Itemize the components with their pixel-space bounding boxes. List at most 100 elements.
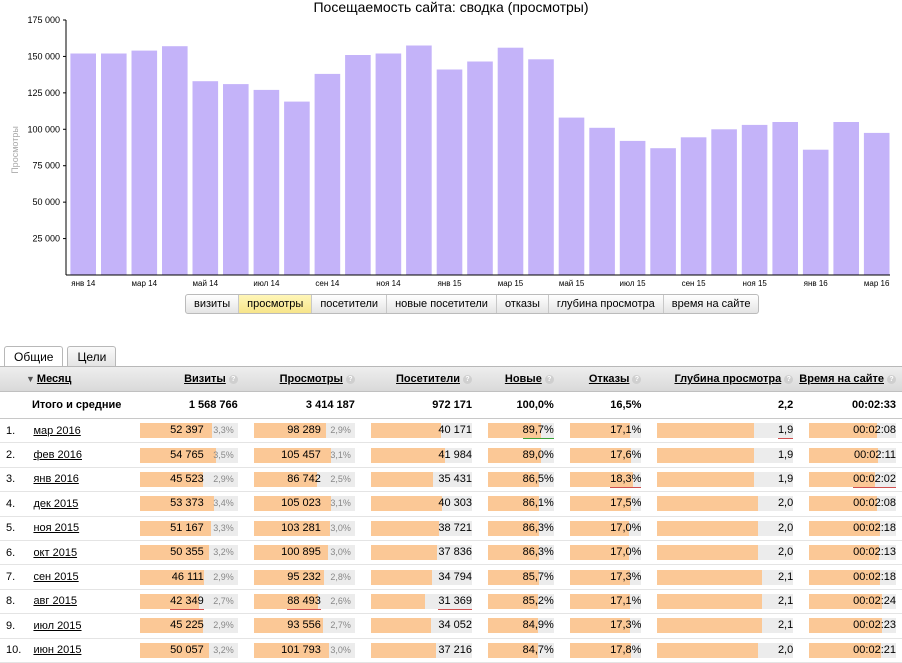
views-bar-fill <box>253 593 319 609</box>
col-visits[interactable]: Визиты? <box>130 367 244 392</box>
month-link[interactable]: окт 2015 <box>33 546 78 559</box>
help-icon[interactable]: ? <box>544 375 554 384</box>
time-cell: 00:02:18 <box>799 516 902 541</box>
bar <box>711 129 737 275</box>
month-link[interactable]: янв 2016 <box>33 473 79 486</box>
visitors-cell: 37 216 <box>360 638 478 663</box>
metric-button[interactable]: посетители <box>311 295 386 313</box>
bounce-bar: 17,1% <box>569 593 642 609</box>
col-depth[interactable]: Глубина просмотра? <box>647 367 800 392</box>
views-bar: 86 742 2,5% <box>253 471 355 487</box>
visits-cell: 45 523 2,9% <box>130 467 244 493</box>
month-link[interactable]: авг 2015 <box>33 595 77 608</box>
x-tick-label: мар 16 <box>864 279 890 288</box>
totals-visits: 1 568 766 <box>130 391 244 419</box>
metric-button[interactable]: время на сайте <box>662 295 759 313</box>
col-visitors[interactable]: Посетители? <box>360 367 478 392</box>
help-icon[interactable]: ? <box>887 375 896 384</box>
views-value: 88 493 <box>287 594 321 610</box>
month-cell: авг 2015 <box>33 589 131 615</box>
new-cell: 89,7% <box>478 418 560 444</box>
new-bar-fill <box>488 593 539 609</box>
y-tick-label: 50 000 <box>32 197 60 207</box>
bar <box>863 132 890 275</box>
views-cell: 95 232 2,8% <box>243 564 361 590</box>
help-icon[interactable]: ? <box>463 375 472 384</box>
time-bar: 00:02:23 <box>809 618 896 634</box>
month-link[interactable]: ноя 2015 <box>33 522 80 535</box>
bounce-cell: 17,8% <box>559 638 648 663</box>
bar <box>131 50 158 275</box>
table-row: 8. авг 2015 42 349 2,7% 88 493 2,6% 31 369 85,2… <box>0 589 902 615</box>
views-cell: 105 023 3,1% <box>243 491 361 517</box>
bounce-bar-fill <box>569 520 630 536</box>
row-number: 1. <box>0 418 34 444</box>
visits-value: 54 765 <box>170 448 204 461</box>
views-bar: 88 493 2,6% <box>253 593 355 610</box>
metric-button[interactable]: новые посетители <box>386 295 496 313</box>
table-header: ▼ Месяц Визиты? Просмотры? Посетители? Но… <box>0 367 902 392</box>
col-views[interactable]: Просмотры? <box>243 367 361 392</box>
bounce-bar-fill <box>569 545 630 561</box>
visits-share: 3,2% <box>213 547 234 558</box>
metric-button[interactable]: глубина просмотра <box>547 295 663 313</box>
tab-general[interactable]: Общие <box>4 346 64 369</box>
visits-value: 52 397 <box>170 424 204 437</box>
bounce-cell: 17,0% <box>559 516 648 541</box>
col-time[interactable]: Время на сайте? <box>799 367 902 392</box>
metric-button[interactable]: визиты <box>194 298 231 310</box>
depth-value: 2,1 <box>777 570 794 583</box>
month-link[interactable]: сен 2015 <box>33 571 79 584</box>
month-link[interactable]: фев 2016 <box>33 449 82 462</box>
depth-cell: 2,1 <box>647 613 800 639</box>
table-row: 5. ноя 2015 51 167 3,3% 103 281 3,0% 38 721 86,… <box>0 516 902 541</box>
depth-value: 2,1 <box>777 594 794 607</box>
views-value: 86 742 <box>287 472 321 485</box>
depth-value: 2,0 <box>777 643 794 656</box>
new-cell: 86,1% <box>478 491 560 517</box>
month-link[interactable]: мар 2016 <box>33 424 81 437</box>
month-link[interactable]: дек 2015 <box>33 497 79 510</box>
help-icon[interactable]: ? <box>228 375 238 384</box>
visitors-value: 38 721 <box>438 521 472 534</box>
visitors-value: 40 303 <box>438 497 472 510</box>
depth-bar-fill <box>657 496 758 512</box>
new-bar: 86,1% <box>488 496 554 512</box>
time-cell: 00:02:18 <box>799 564 902 590</box>
time-cell: 00:02:08 <box>799 491 902 517</box>
visits-bar: 52 397 3,3% <box>140 423 238 439</box>
visits-share: 2,7% <box>213 595 234 606</box>
bounce-bar-fill <box>569 569 630 585</box>
month-link[interactable]: июн 2015 <box>33 644 82 657</box>
metric-button[interactable]: отказы <box>495 295 548 313</box>
new-cell: 85,7% <box>478 564 560 590</box>
tab-goals[interactable]: Цели <box>67 346 117 368</box>
bounce-cell: 17,0% <box>559 540 648 566</box>
month-link[interactable]: июл 2015 <box>33 619 82 632</box>
metric-button[interactable]: просмотры <box>238 295 312 313</box>
depth-bar: 2,1 <box>657 618 794 634</box>
help-icon[interactable]: ? <box>632 375 642 384</box>
col-new[interactable]: Новые? <box>478 367 560 392</box>
visitors-bar: 37 216 <box>370 642 472 658</box>
x-tick-label: май 15 <box>559 279 585 288</box>
views-bar-fill <box>253 569 324 585</box>
month-cell: окт 2015 <box>33 540 131 566</box>
views-bar: 100 895 3,0% <box>253 545 355 561</box>
col-bounce[interactable]: Отказы? <box>559 367 648 392</box>
totals-views: 3 414 187 <box>243 391 361 419</box>
visits-bar-fill <box>140 471 203 487</box>
x-tick-label: июл 14 <box>253 279 280 288</box>
views-bar-fill <box>253 520 330 536</box>
new-value: 89,0% <box>522 448 554 461</box>
bar <box>833 122 859 275</box>
col-month[interactable]: ▼ Месяц <box>0 367 131 392</box>
row-number: 4. <box>0 491 34 517</box>
time-bar: 00:02:24 <box>809 593 896 609</box>
visits-bar: 51 167 3,3% <box>140 520 238 536</box>
x-tick-label: янв 16 <box>804 279 829 288</box>
help-icon[interactable]: ? <box>345 375 355 384</box>
visits-bar: 42 349 2,7% <box>140 593 238 610</box>
help-icon[interactable]: ? <box>784 375 794 384</box>
time-bar-fill <box>809 545 879 561</box>
